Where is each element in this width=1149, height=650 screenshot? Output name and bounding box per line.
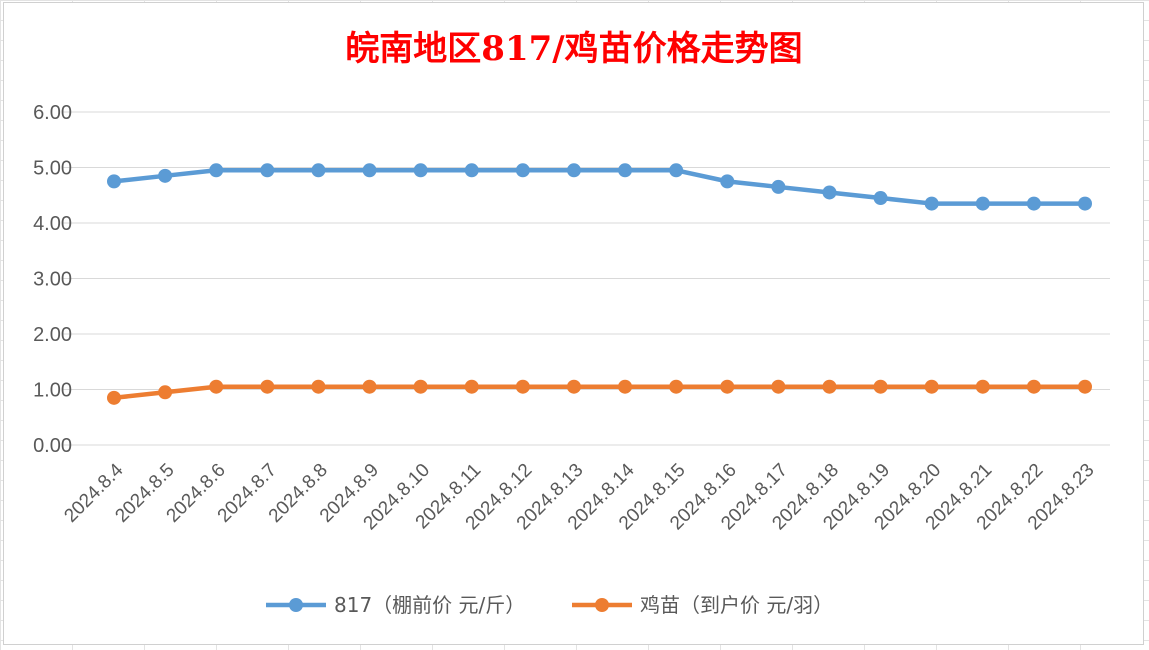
data-point[interactable] [771, 179, 786, 194]
line-chart: 皖南地区817/鸡苗价格走势图 0.00 1.00 2.00 3.00 4.00 5.00… [33, 29, 1110, 617]
data-point[interactable] [362, 163, 377, 178]
series-1 [107, 163, 1092, 211]
data-point[interactable] [720, 379, 735, 394]
legend-item-2[interactable]: 鸡苗（到户价 元/羽） [572, 593, 833, 617]
legend-label: 鸡苗（到户价 元/羽） [640, 593, 833, 617]
data-point[interactable] [924, 379, 939, 394]
data-point[interactable] [260, 379, 275, 394]
legend-item-1[interactable]: 817（棚前价 元/斤） [266, 593, 525, 617]
data-point[interactable] [1078, 196, 1092, 211]
x-axis-ticks: 2024.8.42024.8.52024.8.62024.8.72024.8.8… [60, 459, 1098, 534]
data-point[interactable] [515, 163, 530, 178]
legend-swatch-marker [595, 598, 609, 612]
series-group [107, 163, 1092, 405]
data-point[interactable] [924, 196, 939, 211]
data-point[interactable] [464, 379, 479, 394]
legend-label: 817（棚前价 元/斤） [334, 593, 525, 617]
data-point[interactable] [822, 185, 837, 200]
data-point[interactable] [975, 379, 990, 394]
data-point[interactable] [209, 163, 224, 178]
data-point[interactable] [413, 379, 428, 394]
data-point[interactable] [873, 191, 888, 206]
y-tick-label: 0.00 [33, 435, 72, 457]
series-line [111, 384, 1088, 401]
data-point[interactable] [515, 379, 530, 394]
data-point[interactable] [311, 379, 326, 394]
data-point[interactable] [566, 379, 581, 394]
data-point[interactable] [464, 163, 479, 178]
legend-swatch-marker [289, 598, 303, 612]
data-point[interactable] [1026, 196, 1041, 211]
gridlines [62, 111, 1110, 446]
y-tick-label: 1.00 [33, 380, 72, 402]
data-point[interactable] [566, 163, 581, 178]
data-point[interactable] [209, 379, 224, 394]
y-tick-label: 4.00 [33, 213, 72, 235]
series-line [111, 168, 1088, 206]
data-point[interactable] [1026, 379, 1041, 394]
data-point[interactable] [158, 168, 173, 183]
y-tick-label: 6.00 [33, 102, 72, 124]
chart-area[interactable]: 皖南地区817/鸡苗价格走势图 0.00 1.00 2.00 3.00 4.00 5.00… [3, 2, 1144, 645]
data-point[interactable] [413, 163, 428, 178]
legend[interactable]: 817（棚前价 元/斤） 鸡苗（到户价 元/羽） [266, 593, 833, 617]
y-tick-label: 2.00 [33, 324, 72, 346]
data-point[interactable] [362, 379, 377, 394]
series-2 [107, 379, 1092, 405]
data-point[interactable] [107, 174, 121, 189]
data-point[interactable] [669, 379, 684, 394]
y-tick-label: 5.00 [33, 158, 72, 180]
data-point[interactable] [873, 379, 888, 394]
data-point[interactable] [720, 174, 735, 189]
data-point[interactable] [311, 163, 326, 178]
data-point[interactable] [771, 379, 786, 394]
data-point[interactable] [822, 379, 837, 394]
data-point[interactable] [158, 385, 173, 400]
chart-title: 皖南地区817/鸡苗价格走势图 [345, 29, 802, 69]
y-axis-ticks: 0.00 1.00 2.00 3.00 4.00 5.00 6.00 [33, 102, 72, 457]
y-tick-label: 3.00 [33, 269, 72, 291]
data-point[interactable] [618, 379, 633, 394]
data-point[interactable] [107, 390, 121, 405]
data-point[interactable] [669, 163, 684, 178]
data-point[interactable] [618, 163, 633, 178]
data-point[interactable] [1078, 379, 1092, 394]
data-point[interactable] [260, 163, 275, 178]
data-point[interactable] [975, 196, 990, 211]
